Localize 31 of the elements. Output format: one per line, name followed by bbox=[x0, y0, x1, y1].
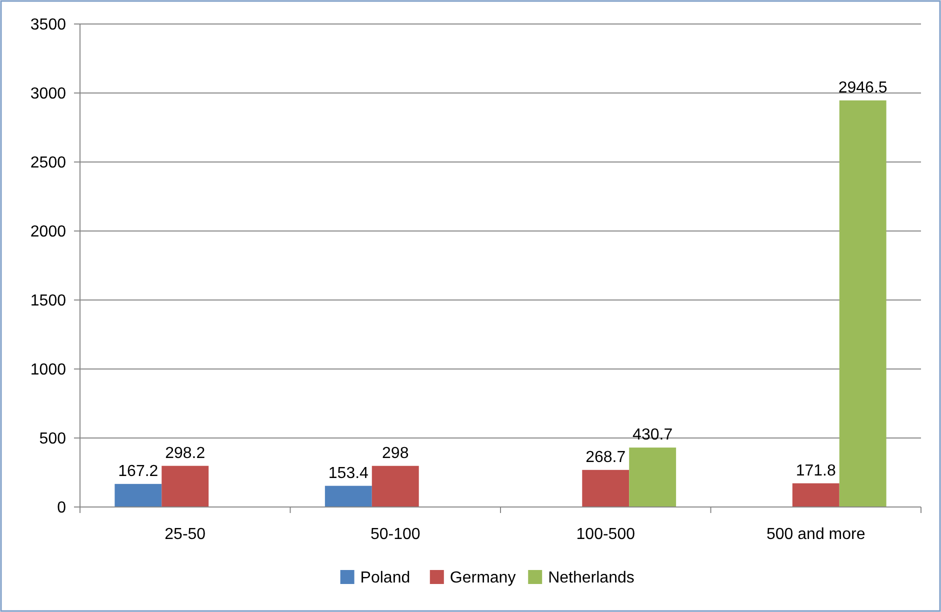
bar bbox=[792, 483, 840, 507]
data-label: 167.2 bbox=[118, 462, 158, 480]
bar bbox=[114, 484, 162, 507]
data-label: 298 bbox=[382, 444, 409, 462]
legend-label: Netherlands bbox=[548, 570, 634, 587]
bar bbox=[372, 466, 419, 507]
x-tick-label: 500 and more bbox=[766, 526, 866, 543]
y-tick-label: 2000 bbox=[30, 224, 66, 241]
y-tick-label: 3000 bbox=[30, 86, 66, 103]
data-label: 171.8 bbox=[796, 462, 836, 480]
x-tick-label: 25-50 bbox=[164, 526, 206, 543]
y-tick-label: 2500 bbox=[30, 154, 66, 172]
data-label: 298.2 bbox=[165, 444, 206, 462]
x-tick-label: 50-100 bbox=[370, 526, 420, 543]
x-tick-label: 100-500 bbox=[576, 526, 636, 543]
y-tick-label: 1000 bbox=[30, 362, 66, 379]
legend-label: Poland bbox=[360, 570, 410, 587]
data-label: 430.7 bbox=[632, 426, 673, 444]
data-label: 2946.5 bbox=[838, 79, 888, 96]
bar bbox=[629, 448, 676, 507]
bar bbox=[839, 100, 886, 507]
bar bbox=[582, 470, 630, 507]
data-label: 153.4 bbox=[328, 464, 369, 482]
bar bbox=[324, 486, 372, 507]
y-tick-label: 3500 bbox=[30, 16, 66, 34]
y-tick-label: 500 bbox=[39, 430, 66, 448]
data-label: 268.7 bbox=[586, 448, 626, 466]
y-tick-label: 0 bbox=[57, 500, 66, 517]
y-tick-label: 1500 bbox=[30, 292, 66, 310]
legend-label: Germany bbox=[450, 570, 516, 587]
bar bbox=[162, 466, 209, 507]
